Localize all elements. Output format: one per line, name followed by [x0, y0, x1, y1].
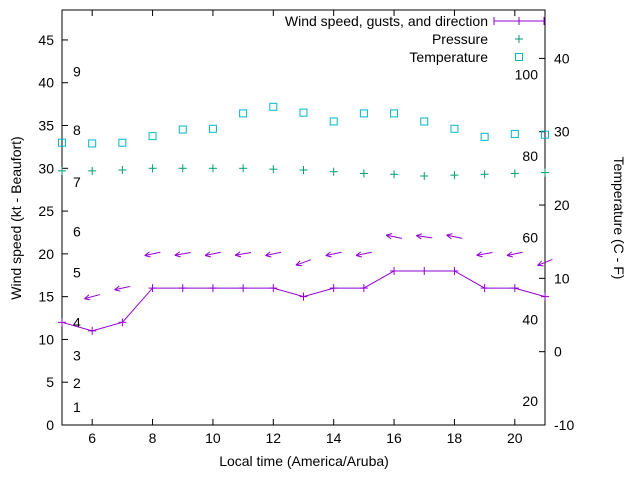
y-right-tick-label: 40 [554, 50, 570, 66]
x-tick-label: 20 [507, 430, 523, 446]
beaufort-scale-label: 3 [73, 348, 81, 364]
x-tick-label: 8 [149, 430, 157, 446]
beaufort-scale-label: 1 [73, 399, 81, 415]
legend-label-wind: Wind speed, gusts, and direction [285, 13, 488, 29]
x-axis-title: Local time (America/Aruba) [219, 453, 389, 469]
fahrenheit-scale-label: 80 [522, 148, 538, 164]
y-left-tick-label: 10 [38, 331, 54, 347]
y-right-tick-label: 0 [554, 344, 562, 360]
beaufort-scale-label: 6 [73, 224, 81, 240]
y-left-tick-label: 15 [38, 289, 54, 305]
beaufort-scale-label: 4 [73, 314, 81, 330]
legend-label-pressure: Pressure [432, 31, 488, 47]
beaufort-scale-label: 8 [73, 122, 81, 138]
x-tick-label: 12 [266, 430, 282, 446]
y-left-tick-label: 40 [38, 75, 54, 91]
y-axis-left-title: Wind speed (kt - Beaufort) [8, 136, 24, 300]
x-tick-label: 18 [447, 430, 463, 446]
y-left-tick-label: 35 [38, 118, 54, 134]
series-wind [58, 266, 549, 335]
series-temperature [58, 102, 549, 148]
fahrenheit-scale-label: 40 [522, 311, 538, 327]
fahrenheit-scale-label: 60 [522, 229, 538, 245]
beaufort-scale-label: 7 [73, 174, 81, 190]
beaufort-scale-label: 9 [73, 64, 81, 80]
x-tick-label: 14 [326, 430, 342, 446]
x-tick-label: 10 [205, 430, 221, 446]
y-right-tick-label: -10 [554, 417, 574, 433]
fahrenheit-scale-label: 100 [515, 67, 539, 83]
y-left-tick-label: 0 [46, 417, 54, 433]
x-tick-label: 6 [88, 430, 96, 446]
legend: Wind speed, gusts, and direction Pressure… [285, 13, 545, 65]
y-axis-right-title: Temperature (C - F) [611, 156, 627, 280]
beaufort-scale-label: 2 [73, 375, 81, 391]
y-right-tick-label: 30 [554, 124, 570, 140]
y-left-tick-label: 5 [46, 374, 54, 390]
y-left-tick-label: 30 [38, 160, 54, 176]
fahrenheit-scale-label: 20 [522, 393, 538, 409]
y-left-tick-label: 25 [38, 203, 54, 219]
legend-label-temperature: Temperature [409, 49, 488, 65]
beaufort-scale-label: 5 [73, 265, 81, 281]
y-left-tick-label: 45 [38, 32, 54, 48]
y-right-tick-label: 10 [554, 270, 570, 286]
y-right-tick-label: 20 [554, 197, 570, 213]
x-tick-label: 16 [386, 430, 402, 446]
series-gusts [84, 233, 553, 301]
y-left-tick-label: 20 [38, 246, 54, 262]
axes: 6 8 10 12 14 16 18 20051015202530354045-1001020… [38, 9, 574, 446]
series-pressure [58, 164, 549, 180]
